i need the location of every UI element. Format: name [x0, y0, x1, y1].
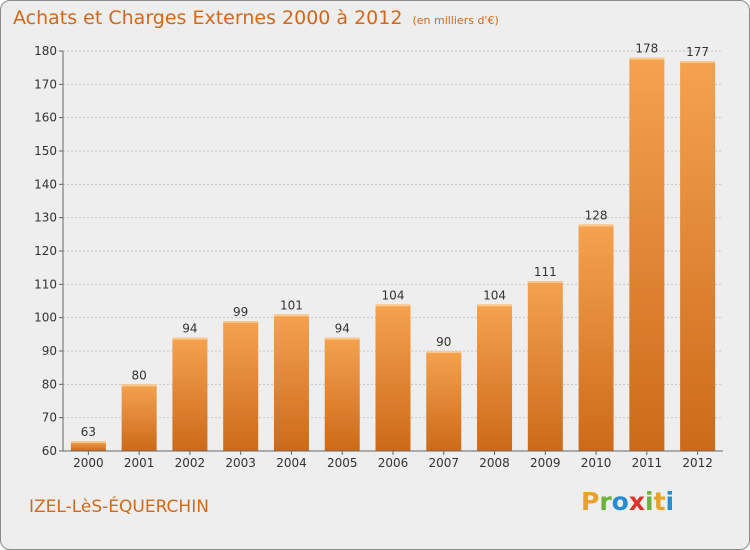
y-tick-label: 180: [34, 44, 57, 58]
y-tick-label: 100: [34, 311, 57, 325]
data-label-2009: 111: [534, 265, 557, 279]
x-tick-label: 2006: [378, 456, 409, 470]
bar-2012: [680, 61, 716, 451]
bar-2007: [426, 351, 462, 451]
y-tick-label: 110: [34, 277, 57, 291]
bar-2010: [578, 224, 614, 451]
y-axis: 60 70 80 90 100 110 120 130 140 150 160 170 180: [34, 44, 64, 458]
data-label-2000: 63: [81, 425, 96, 439]
bars: 63 80 94 99 101 94 104 90 104 111 128 178 177: [70, 42, 716, 452]
chart-title: Achats et Charges Externes 2000 à 2012 (e…: [13, 7, 499, 29]
y-tick-label: 130: [34, 211, 57, 225]
bar-2011: [629, 57, 665, 452]
bar-2002: [172, 337, 208, 451]
data-label-2012: 177: [686, 45, 709, 59]
bar-2008: [477, 304, 513, 451]
commune-name: IZEL-LèS-ÉQUERCHIN: [29, 497, 209, 517]
data-label-2011: 178: [635, 42, 658, 56]
y-tick-label: 80: [42, 377, 57, 391]
data-label-2010: 128: [585, 208, 608, 222]
y-tick-label: 160: [34, 111, 57, 125]
bar-2009: [527, 281, 563, 451]
x-tick-label: 2010: [581, 456, 612, 470]
chart-title-text: Achats et Charges Externes 2000 à 2012: [13, 7, 403, 29]
x-tick-label: 2000: [73, 456, 104, 470]
bar-2000: [70, 441, 106, 451]
x-axis: 2000 2001 2002 2003 2004 2005 2006 2007 2008 2009…: [63, 450, 723, 470]
bar-2006: [375, 304, 411, 451]
y-tick-label: 70: [42, 411, 57, 425]
data-label-2002: 94: [182, 322, 197, 336]
proxiti-logo: Proxiti: [581, 487, 675, 516]
x-tick-label: 2008: [479, 456, 510, 470]
x-tick-label: 2009: [530, 456, 561, 470]
x-tick-label: 2005: [327, 456, 358, 470]
data-label-2008: 104: [483, 288, 506, 302]
data-label-2004: 101: [280, 298, 303, 312]
x-tick-label: 2001: [124, 456, 155, 470]
y-tick-label: 150: [34, 144, 57, 158]
bar-2005: [324, 337, 360, 451]
bar-2004: [273, 314, 309, 451]
chart-unit: (en milliers d'€): [412, 14, 499, 27]
data-label-2006: 104: [382, 288, 405, 302]
x-tick-label: 2011: [632, 456, 663, 470]
bar-2001: [121, 384, 157, 451]
data-label-2001: 80: [132, 368, 147, 382]
y-tick-label: 90: [42, 344, 57, 358]
x-tick-label: 2003: [225, 456, 256, 470]
x-tick-label: 2012: [682, 456, 713, 470]
data-label-2005: 94: [335, 322, 350, 336]
data-label-2007: 90: [436, 335, 451, 349]
bar-2003: [223, 321, 259, 451]
data-label-2003: 99: [233, 305, 248, 319]
x-tick-label: 2002: [175, 456, 206, 470]
y-tick-label: 170: [34, 77, 57, 91]
y-tick-label: 120: [34, 244, 57, 258]
x-tick-label: 2004: [276, 456, 307, 470]
x-tick-label: 2007: [428, 456, 459, 470]
y-tick-label: 60: [42, 444, 57, 458]
y-tick-label: 140: [34, 177, 57, 191]
